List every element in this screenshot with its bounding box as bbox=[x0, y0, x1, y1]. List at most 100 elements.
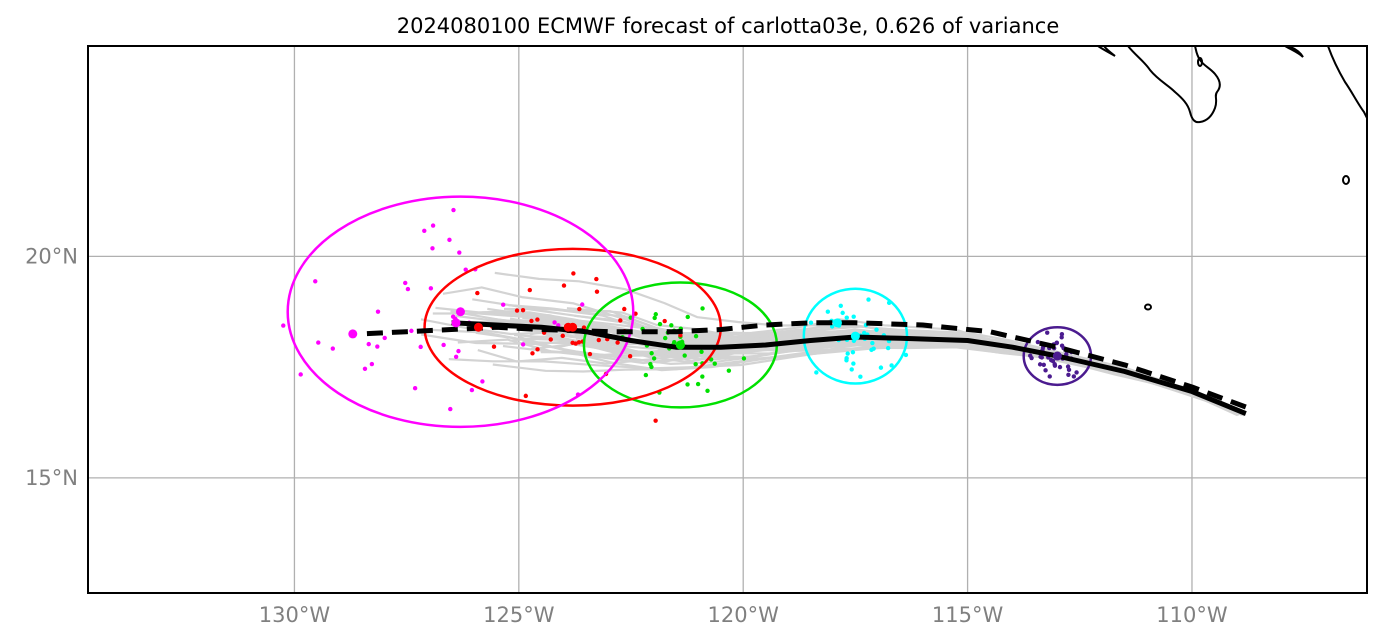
ensemble-position bbox=[1047, 374, 1052, 379]
ensemble-position bbox=[298, 372, 303, 377]
ensemble-position bbox=[622, 306, 627, 312]
ensemble-position bbox=[652, 315, 657, 321]
ensemble-position bbox=[653, 418, 658, 423]
ensemble-position bbox=[1035, 339, 1041, 345]
map-frame bbox=[87, 45, 1368, 594]
ensemble-position bbox=[1059, 331, 1065, 337]
ensemble-position bbox=[699, 349, 704, 354]
uncertainty-ellipses bbox=[286, 195, 1093, 429]
ensemble-position bbox=[369, 361, 375, 367]
ensemble-position bbox=[663, 335, 668, 341]
ensemble-position bbox=[475, 290, 480, 296]
ensemble-position bbox=[695, 381, 701, 387]
deterministic-position bbox=[832, 318, 842, 328]
ensemble-position bbox=[849, 367, 854, 372]
ensemble-position bbox=[814, 370, 819, 375]
ensemble-position bbox=[858, 374, 863, 379]
ensemble-position bbox=[874, 327, 879, 332]
ensemble-position bbox=[844, 356, 849, 361]
ensemble-position bbox=[535, 347, 540, 352]
ensemble-position bbox=[405, 286, 411, 292]
ensemble-position bbox=[669, 323, 674, 328]
lat-tick-label: 20°N bbox=[25, 244, 78, 268]
lat-tick-label: 15°N bbox=[25, 466, 78, 490]
lon-tick-label: 110°W bbox=[1156, 603, 1228, 627]
ensemble-position bbox=[456, 348, 461, 354]
deterministic-position bbox=[473, 322, 483, 332]
ensemble-position bbox=[457, 250, 462, 255]
ensemble-position bbox=[409, 328, 414, 334]
ensemble-position bbox=[830, 324, 835, 329]
ensemble-position bbox=[480, 379, 485, 384]
ensemble-position bbox=[469, 387, 475, 393]
ensemble-position bbox=[825, 309, 831, 314]
deterministic-position bbox=[451, 318, 461, 328]
ensemble-position bbox=[571, 271, 576, 276]
chart-title: 2024080100 ECMWF forecast of carlotta03e… bbox=[397, 14, 1060, 38]
ensemble-position bbox=[447, 237, 452, 243]
ensemble-position bbox=[1052, 363, 1058, 368]
ensemble-position bbox=[866, 297, 871, 302]
ensemble-position bbox=[441, 342, 446, 348]
ensemble-position bbox=[878, 365, 884, 370]
ensemble-position bbox=[1057, 364, 1063, 370]
ensemble-position bbox=[412, 386, 418, 391]
ensemble-position bbox=[362, 366, 368, 371]
ensemble-position bbox=[657, 321, 663, 327]
baja-california-coast bbox=[1127, 46, 1221, 124]
ensemble-position bbox=[672, 339, 677, 345]
plot-area bbox=[88, 46, 1367, 593]
ensemble-position bbox=[1043, 368, 1048, 373]
ensemble-position bbox=[653, 312, 658, 317]
ensemble-position bbox=[530, 351, 535, 356]
lon-tick-label: 115°W bbox=[932, 603, 1004, 627]
ensemble-position bbox=[1054, 340, 1060, 345]
ensemble-position bbox=[844, 315, 849, 320]
ensemble-position bbox=[662, 318, 667, 324]
ensemble-position bbox=[382, 335, 387, 341]
deterministic-position bbox=[675, 340, 685, 350]
ensemble-position bbox=[422, 228, 427, 233]
ensemble-position bbox=[649, 351, 654, 356]
ensemble-position bbox=[596, 337, 601, 343]
ensemble-position bbox=[1038, 354, 1043, 360]
ensemble-position bbox=[850, 350, 856, 355]
ensemble-position bbox=[1066, 372, 1071, 377]
ensemble-position bbox=[375, 344, 380, 349]
island-1 bbox=[1197, 57, 1203, 67]
time-center-markers bbox=[348, 307, 1062, 361]
island-2 bbox=[1342, 175, 1350, 185]
gridlines bbox=[88, 46, 1367, 593]
ensemble-position bbox=[529, 318, 534, 324]
ensemble-position bbox=[1074, 370, 1079, 375]
ensemble-position bbox=[594, 289, 600, 294]
ensemble-position bbox=[741, 356, 747, 361]
ensemble-position bbox=[705, 388, 710, 393]
lon-tick-label: 120°W bbox=[708, 603, 780, 627]
ensemble-position bbox=[889, 363, 894, 368]
ensemble-position bbox=[845, 351, 850, 356]
ensemble-position bbox=[1037, 362, 1043, 367]
ensemble-position bbox=[870, 340, 875, 346]
ensemble-position bbox=[871, 346, 876, 351]
ensemble-position bbox=[570, 340, 575, 346]
ensemble-position bbox=[627, 354, 633, 359]
ensemble-position bbox=[693, 333, 699, 339]
ensemble-position bbox=[1071, 374, 1077, 379]
ensemble-position bbox=[618, 318, 623, 323]
ensemble-position bbox=[840, 310, 845, 316]
ensemble-position bbox=[838, 303, 843, 308]
ensemble-position bbox=[552, 320, 557, 325]
ensemble-position bbox=[577, 306, 582, 312]
ensemble-position bbox=[700, 306, 705, 311]
ensemble-position bbox=[527, 287, 533, 293]
ensemble-position bbox=[1028, 353, 1033, 358]
ensemble-position bbox=[313, 279, 318, 284]
ensemble-position bbox=[375, 309, 381, 314]
lon-tick-label: 125°W bbox=[483, 603, 555, 627]
baja-fragment bbox=[1097, 46, 1116, 57]
ensemble-position bbox=[651, 356, 657, 361]
ensemble-position bbox=[594, 276, 599, 282]
ensemble-position bbox=[580, 302, 585, 307]
